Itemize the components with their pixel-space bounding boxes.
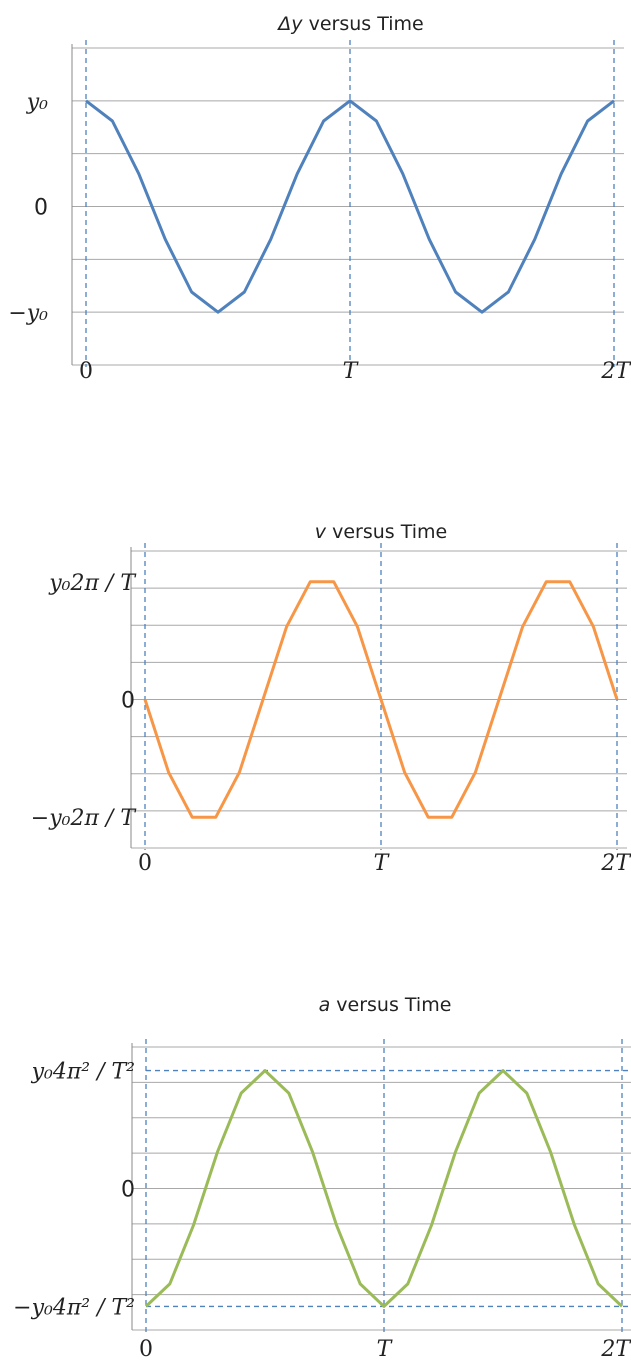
title-symbol: v — [315, 521, 327, 543]
displacement-chart: Δy versus Time y₀ 0 −y₀ 0 T 2T — [8, 13, 631, 384]
y-tick-label: −y₀ — [8, 301, 48, 326]
title-rest: versus Time — [303, 13, 424, 35]
y-tick-label: −y₀4π² / T² — [13, 1295, 135, 1320]
displacement-chart-title: Δy versus Time — [276, 13, 423, 35]
x-tick-label: 0 — [139, 1337, 153, 1362]
title-rest: versus Time — [330, 994, 451, 1016]
y-tick-label: y₀2π / T — [48, 571, 137, 596]
x-tick-label: 2T — [600, 1337, 631, 1362]
y-tick-label: −y₀2π / T — [31, 806, 138, 831]
series-line — [143, 580, 619, 819]
acceleration-chart-title: a versus Time — [319, 994, 452, 1016]
y-tick-label: 0 — [121, 689, 135, 714]
x-tick-label: T — [343, 359, 360, 384]
x-tick-label: T — [377, 1337, 394, 1362]
y-tick-label: y₀ — [26, 90, 48, 115]
series-line — [85, 99, 615, 314]
velocity-chart-title: v versus Time — [315, 521, 447, 543]
title-rest: versus Time — [326, 521, 447, 543]
acceleration-chart: a versus Time y₀4π² / T²0−y₀4π² / T²0 T 2T — [13, 994, 631, 1362]
x-tick-label: 0 — [79, 359, 93, 384]
y-tick-label: y₀4π² / T² — [31, 1060, 135, 1085]
x-tick-label: 0 — [138, 851, 152, 876]
x-tick-label: 2T — [600, 359, 631, 384]
velocity-chart: v versus Time y₀2π / T0−y₀2π / T0 T 2T — [31, 521, 631, 876]
x-tick-label: T — [374, 851, 391, 876]
title-symbol: a — [319, 994, 331, 1016]
x-tick-label: 2T — [600, 851, 631, 876]
title-symbol: Δy — [276, 13, 303, 35]
series-line — [144, 1069, 624, 1308]
y-tick-label: 0 — [34, 196, 48, 221]
y-tick-label: 0 — [121, 1178, 135, 1203]
